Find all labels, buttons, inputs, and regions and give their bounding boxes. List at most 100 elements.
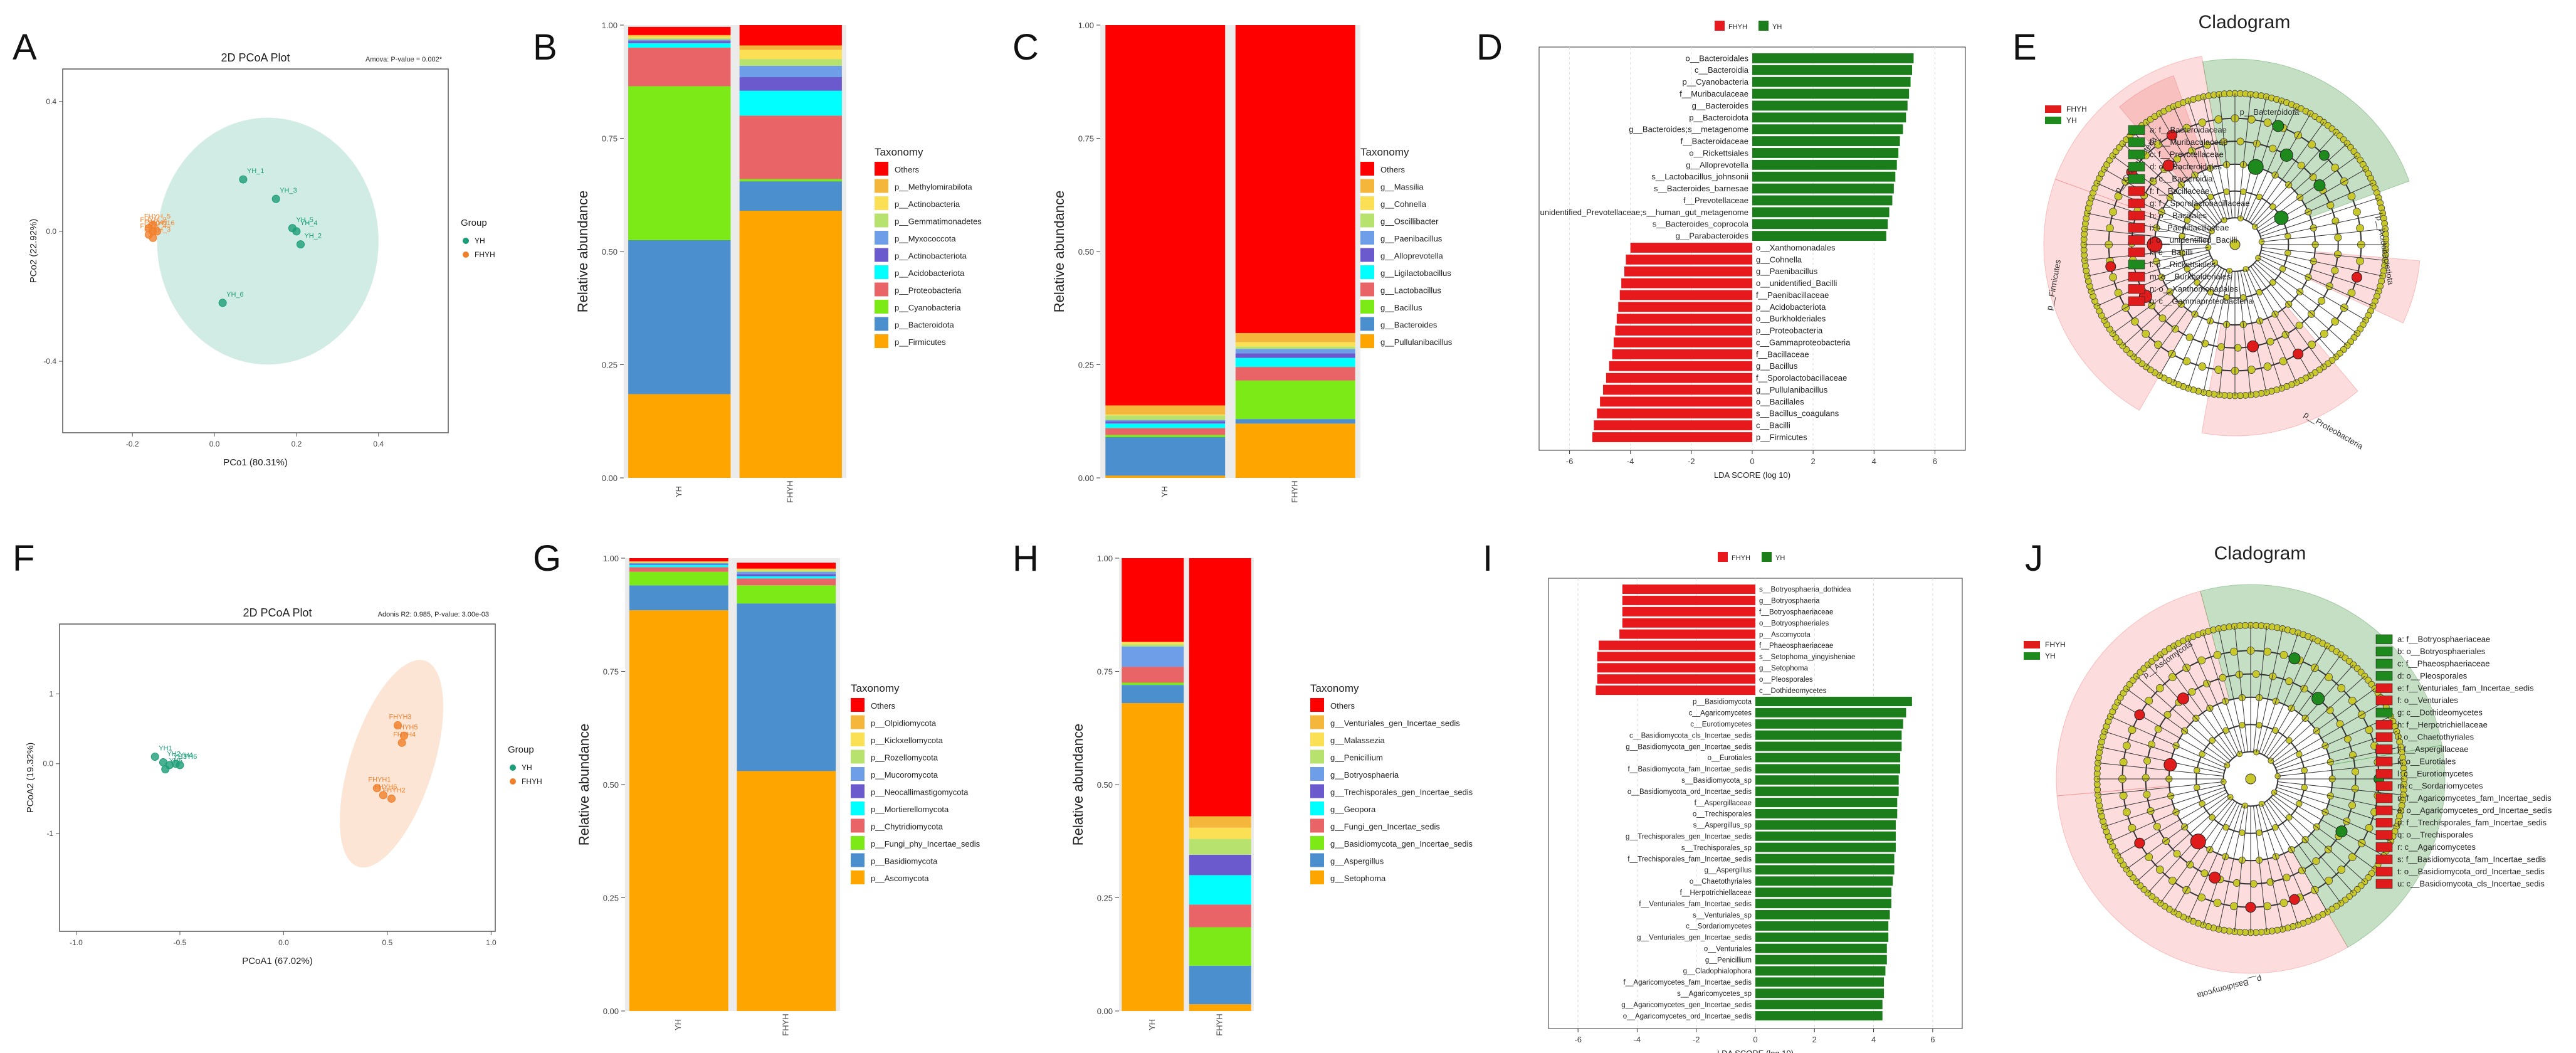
legend-label: g__Lactobacillus	[1380, 286, 1441, 295]
taxon-label: p__Acidobacteriota	[1756, 302, 1826, 312]
lda-bar-s__Setophoma_yingyisheniae	[1597, 652, 1755, 662]
bar-segment-FHYH-p__Actinobacteria	[739, 50, 842, 60]
legend-label: g__Pullulanibacillus	[1380, 337, 1453, 347]
taxon-label: s__Aspergillus_sp	[1693, 822, 1752, 830]
legend-label: p__Myxococcota	[895, 234, 956, 243]
lda-bar-f__Trechisporales_fam_Incertae_sedis	[1755, 854, 1895, 864]
legend-swatch-p__Gemmatimonadetes	[875, 213, 888, 228]
tree-branch	[2270, 675, 2365, 761]
tree-branch	[2091, 198, 2210, 237]
lda-bar-s__Trechisporales_sp	[1755, 842, 1896, 852]
legend-swatch	[2375, 732, 2393, 742]
legend-swatch-g__Aspergillus	[1310, 853, 1324, 867]
lda-bar-s__Botryosphaeria_dothidea	[1622, 585, 1755, 595]
tree-node	[2229, 647, 2238, 656]
biomarker-node-5	[2177, 692, 2189, 705]
legend-swatch-g__Bacillus	[1360, 300, 1374, 314]
sample-point-FHYH_3	[149, 233, 157, 242]
tree-branch	[2253, 806, 2268, 932]
tree-branch	[2245, 106, 2297, 221]
bar-segment-FHYH-g__Penicillium	[1189, 839, 1251, 855]
sample-point-YH1	[150, 753, 159, 761]
taxon-label: p__Firmicutes	[1756, 432, 1807, 442]
bar-segment-YH-g__Setophoma	[1122, 703, 1184, 1011]
legend-swatch-g__Fungi_gen_Incertae_sedis	[1310, 818, 1324, 833]
lda-bar-s__Lactobacillus_johnsonii	[1752, 171, 1896, 182]
legend-entry: c: f__Prevotellaceae	[2150, 150, 2224, 159]
sample-point-FHYH1	[372, 784, 381, 793]
legend-swatch-g__Alloprevotella	[1360, 248, 1374, 262]
tree-node	[2198, 362, 2207, 371]
tree-node	[2229, 902, 2238, 911]
x-tick-label: 2	[1812, 1035, 1817, 1044]
legend-swatch-FHYH	[1718, 552, 1728, 562]
tree-branch	[2256, 155, 2358, 230]
root-node	[2245, 773, 2256, 785]
plot-title: 2D PCoA Plot	[243, 606, 312, 619]
legend-entry: b: f__Muribaculaceae	[2150, 137, 2227, 147]
lda-bar-c__Dothideomycetes	[1596, 685, 1755, 696]
tree-branch	[2122, 262, 2216, 346]
legend-entry: a: f__Bacteroidaceae	[2150, 125, 2227, 135]
taxon-label: c__Gammaproteobacteria	[1756, 337, 1851, 347]
tree-node	[2171, 325, 2179, 333]
taxon-label: unidentified_Prevotellaceae;s__human_gut…	[1540, 208, 1748, 217]
biomarker-node-10	[2293, 348, 2304, 359]
legend-label: g__Venturiales_gen_Incertae_sedis	[1330, 719, 1460, 728]
taxon-label: p__Cyanobacteria	[1682, 77, 1748, 87]
y-axis-label: PCo2 (22.92%)	[28, 219, 39, 283]
legend-swatch-g__Setophoma	[1310, 870, 1324, 884]
legend-swatch-g__Oscillibacter	[1360, 213, 1374, 228]
tree-branch	[2270, 796, 2365, 882]
group-legend-label: FHYH	[2066, 105, 2087, 114]
legend-label: p__Methylomirabilota	[895, 183, 972, 192]
legend-label: g__Trechisporales_gen_Incertae_sedis	[1330, 788, 1473, 797]
legend-swatch	[2375, 867, 2393, 877]
lda-bar-s__Venturiales_sp	[1755, 910, 1890, 920]
biomarker-node-6	[2162, 159, 2175, 172]
x-axis-label: LDA SCORE (log 10)	[1717, 1049, 1794, 1053]
tree-node	[2147, 807, 2155, 815]
lda-bar-f__Venturiales_fam_Incertae_sedis	[1755, 899, 1891, 909]
legend-label: p__Rozellomycota	[871, 753, 938, 763]
x-tick-label: 2	[1811, 457, 1816, 466]
tree-node	[2194, 203, 2200, 210]
tree-branch	[2160, 654, 2235, 758]
legend-label: YH	[522, 763, 532, 772]
y-tick-label: 0.0	[46, 227, 56, 236]
lda-bar-p__Bacteroidota	[1752, 112, 1906, 123]
taxon-label: c__Basidiomycota_cls_Incertae_sedis	[1629, 732, 1752, 739]
bar-segment-YH-g__Ligilactobacillus	[1105, 423, 1226, 428]
tree-branch	[2256, 260, 2358, 334]
bar-segment-FHYH-p__Neocallimastigomycota	[737, 574, 836, 576]
panel-label-J: J	[2025, 538, 2043, 579]
sample-label: YH_5	[296, 216, 313, 224]
bar-segment-FHYH-p__Kickxellomycota	[737, 569, 836, 571]
legend-swatch	[2128, 198, 2145, 208]
bar-segment-YH-g__Malassezia	[1122, 642, 1184, 645]
legend-swatch	[463, 238, 469, 244]
taxon-label: s__Setophoma_yingyisheniae	[1759, 653, 1855, 661]
lda-bar-c__Eurotiomycetes	[1755, 719, 1903, 729]
bar-segment-FHYH-p__Cyanobacteria	[739, 179, 842, 182]
tree-node	[2281, 331, 2289, 339]
sample-label: FHYH3	[389, 713, 411, 721]
panel-label-C: C	[1012, 27, 1039, 68]
tree-branch	[2202, 805, 2243, 926]
legend-entry: n: f__Agaricomycetes_fam_Incertae_sedis	[2397, 793, 2552, 803]
legend-swatch	[2375, 696, 2393, 706]
bar-segment-FHYH-g__Fungi_gen_Incertae_sedis	[1189, 904, 1251, 928]
legend-swatch-g__Geopora	[1310, 802, 1324, 815]
legend-label: FHYH	[1732, 554, 1750, 562]
sample-label: YH_2	[304, 233, 322, 240]
lda-bar-f__Paenibacillaceae	[1619, 290, 1752, 300]
legend-entry: r: c__Agaricomycetes	[2397, 842, 2476, 852]
tree-node	[2286, 814, 2293, 821]
taxon-label: f__Trechisporales_fam_Incertae_sedis	[1627, 855, 1752, 863]
bar-segment-FHYH-p__Firmicutes	[739, 211, 842, 478]
tree-node	[2325, 673, 2333, 682]
legend-swatch-g__Pullulanibacillus	[1360, 334, 1374, 348]
legend-label: p__Actinobacteriota	[895, 251, 967, 261]
sector-label: p__Proteobacteria	[2302, 410, 2365, 451]
tree-node	[2337, 684, 2346, 692]
